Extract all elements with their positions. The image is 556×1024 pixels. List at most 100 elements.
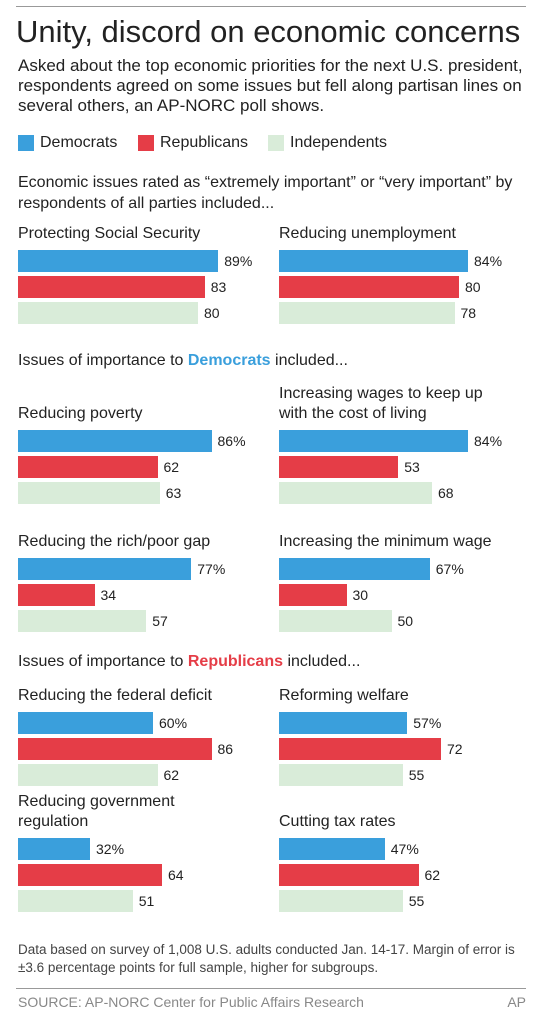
panel-title: Reforming welfare [279, 687, 409, 704]
value-label: 80 [204, 305, 220, 321]
section-heading: Issues of importance to Democrats includ… [18, 350, 528, 371]
legend-label: Democrats [40, 134, 118, 151]
panel-title: Protecting Social Security [18, 225, 201, 242]
value-label: 72 [447, 741, 463, 757]
bar [279, 302, 455, 324]
bar [279, 738, 441, 760]
value-label: 67% [435, 561, 464, 577]
bar [18, 456, 158, 478]
legend-label: Republicans [160, 134, 249, 151]
bar [18, 276, 205, 298]
panel: Reducing the federal deficit 60% 86 62 [18, 687, 268, 786]
bar [279, 712, 408, 734]
value-label: 50 [397, 613, 414, 629]
bar [18, 430, 212, 452]
heading-text: included... [283, 653, 361, 670]
bar [18, 584, 95, 606]
bar [18, 712, 153, 734]
value-label: 57 [152, 613, 168, 629]
value-label: 89% [224, 253, 253, 269]
value-label: 51 [138, 893, 155, 909]
panel: Reforming welfare 57% 72 55 [279, 687, 529, 786]
value-label: 83 [210, 279, 227, 295]
panel-title: Cutting tax rates [279, 813, 396, 830]
heading-text: Republicans [187, 653, 283, 670]
bar [18, 610, 147, 632]
bar [18, 838, 90, 860]
bar [279, 430, 468, 452]
source: SOURCE: AP-NORC Center for Public Affair… [18, 994, 364, 1010]
bar [18, 738, 212, 760]
panel: Reducing unemployment 84% 80 78 [279, 225, 529, 324]
legend-swatch [268, 135, 284, 151]
value-label: 80 [465, 279, 481, 295]
bar [279, 482, 432, 504]
bar [18, 302, 198, 324]
panel-title: Reducing the rich/poor gap [18, 533, 211, 550]
bar [18, 250, 219, 272]
value-label: 55 [408, 767, 425, 783]
heading-text: included... [270, 352, 348, 369]
heading-text: Economic issues rated as “extremely impo… [18, 174, 513, 212]
value-label: 77% [197, 561, 226, 577]
legend-item: Democrats [18, 134, 117, 152]
value-label: 62 [163, 459, 180, 475]
panel: Increasing wages to keep up with the cos… [279, 385, 529, 504]
bar [279, 250, 468, 272]
section-heading: Issues of importance to Republicans incl… [18, 651, 528, 672]
panel: Cutting tax rates 47% 62 55 [279, 813, 529, 912]
title: Unity, discord on economic concerns [16, 14, 521, 49]
top-rule [16, 6, 526, 7]
value-label: 53 [404, 459, 420, 475]
value-label: 78 [460, 305, 477, 321]
value-label: 63 [165, 485, 182, 501]
bar [279, 456, 399, 478]
footnote: Data based on survey of 1,008 U.S. adult… [18, 942, 515, 975]
value-label: 60% [159, 715, 188, 731]
bar [279, 276, 459, 298]
heading-text: Issues of importance to [18, 653, 188, 670]
bar [279, 764, 403, 786]
bar [18, 482, 160, 504]
value-label: 34 [100, 587, 117, 603]
panel: Protecting Social Security 89% 83 80 [18, 225, 268, 324]
bar [279, 558, 430, 580]
value-label: 62 [163, 767, 180, 783]
legend-swatch [138, 135, 154, 151]
panel-title: Increasing wages to keep up with the cos… [279, 385, 483, 422]
panel-title: Reducing poverty [18, 405, 143, 422]
value-label: 68 [438, 485, 454, 501]
legend-item: Independents [268, 134, 387, 152]
panel-title: Reducing unemployment [279, 225, 456, 242]
value-label: 64 [168, 867, 184, 883]
bar [279, 890, 403, 912]
panel: Reducing government regulation 32% 64 51 [18, 793, 268, 912]
value-label: 30 [352, 587, 369, 603]
heading-text: Issues of importance to [18, 352, 188, 369]
panel-title: Reducing government regulation [18, 793, 175, 830]
bar [279, 838, 385, 860]
value-label: 57% [413, 715, 442, 731]
panel: Reducing the rich/poor gap 77% 34 57 [18, 533, 268, 632]
heading-text: Democrats [187, 352, 271, 369]
panel: Reducing poverty 86% 62 63 [18, 405, 268, 504]
rule [16, 988, 526, 989]
value-label: 84% [474, 433, 503, 449]
legend-label: Independents [290, 134, 387, 151]
legend-swatch [18, 135, 34, 151]
value-label: 32% [96, 841, 125, 857]
value-label: 55 [408, 893, 425, 909]
bar [279, 584, 347, 606]
panel: Increasing the minimum wage 67% 30 50 [279, 533, 529, 632]
value-label: 86% [217, 433, 246, 449]
bar [18, 764, 158, 786]
panel-title: Reducing the federal deficit [18, 687, 212, 704]
value-label: 47% [390, 841, 419, 857]
bar [18, 558, 192, 580]
legend-item: Republicans [138, 134, 248, 152]
value-label: 84% [474, 253, 503, 269]
value-label: 62 [424, 867, 441, 883]
panel-title: Increasing the minimum wage [279, 533, 492, 550]
value-label: 86 [217, 741, 234, 757]
